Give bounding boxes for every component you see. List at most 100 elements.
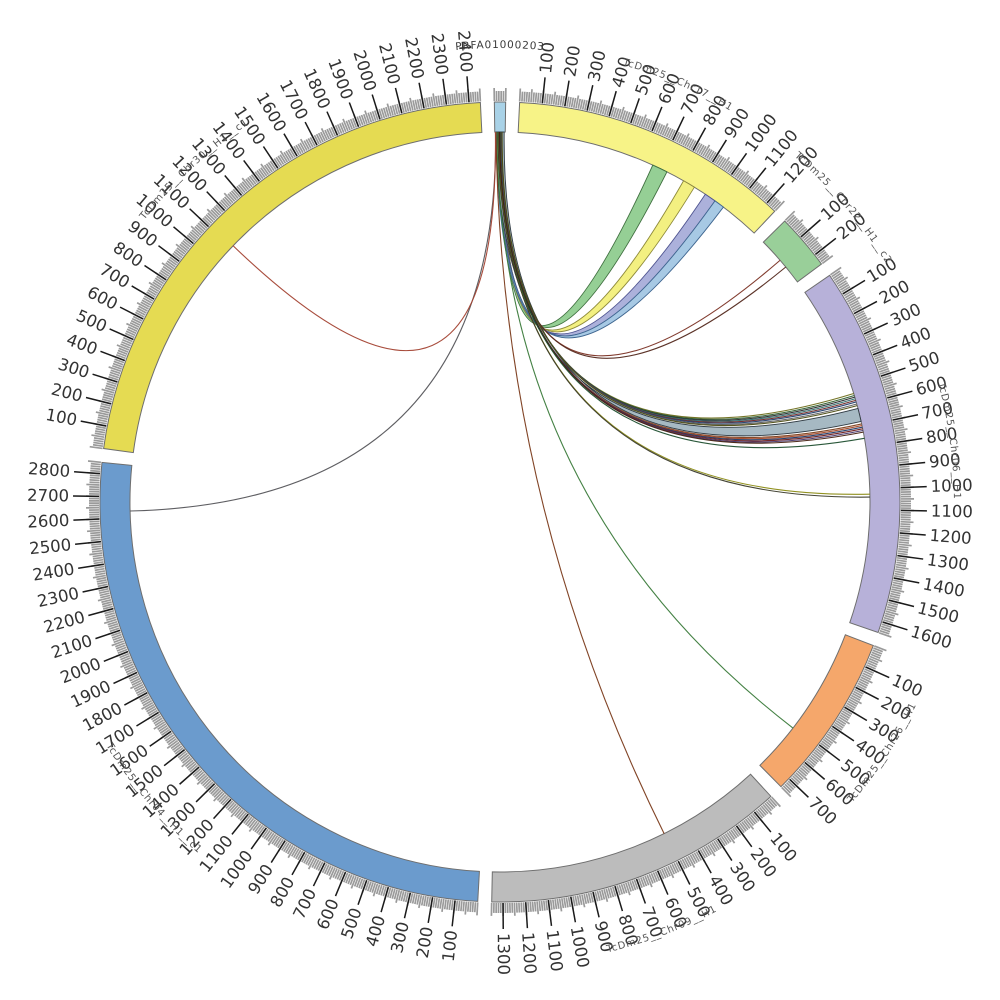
major-tick <box>630 98 640 124</box>
minor-tick <box>92 443 104 448</box>
minor-tick <box>565 897 569 908</box>
minor-tick <box>372 883 379 897</box>
minor-tick <box>358 878 364 889</box>
minor-tick <box>299 142 306 153</box>
minor-tick <box>746 817 755 827</box>
minor-tick <box>142 699 153 707</box>
minor-tick <box>412 100 416 111</box>
minor-tick <box>435 95 439 107</box>
minor-tick <box>899 536 910 540</box>
minor-tick <box>663 126 670 137</box>
minor-tick <box>646 874 653 888</box>
minor-tick <box>100 594 111 599</box>
major-tick <box>818 744 841 762</box>
minor-tick <box>95 425 106 430</box>
minor-tick <box>167 258 178 266</box>
minor-tick <box>200 776 209 785</box>
minor-tick <box>875 359 886 365</box>
minor-tick <box>364 880 370 891</box>
minor-tick <box>525 91 528 102</box>
minor-tick <box>644 118 651 129</box>
major-tick <box>892 414 919 421</box>
minor-tick <box>771 199 780 209</box>
minor-tick <box>132 315 143 322</box>
minor-tick <box>120 661 133 669</box>
minor-tick <box>741 174 750 184</box>
minor-tick <box>136 301 149 310</box>
minor-tick <box>897 449 908 453</box>
minor-tick <box>305 855 312 865</box>
minor-tick <box>898 456 909 460</box>
minor-tick <box>283 842 290 852</box>
minor-tick <box>790 777 800 786</box>
minor-tick <box>434 897 438 909</box>
minor-tick <box>165 734 175 742</box>
major-tick <box>262 146 279 169</box>
tick-label: 2300 <box>427 32 451 76</box>
minor-tick <box>92 556 103 560</box>
minor-tick <box>171 743 181 751</box>
minor-tick <box>860 676 873 684</box>
minor-tick <box>93 561 104 565</box>
minor-tick <box>194 769 203 778</box>
minor-tick <box>894 570 905 574</box>
minor-tick <box>848 698 859 705</box>
minor-tick <box>261 828 269 838</box>
major-tick <box>75 540 102 546</box>
minor-tick <box>208 784 217 793</box>
minor-tick <box>113 638 124 644</box>
minor-tick <box>131 679 142 686</box>
minor-tick <box>179 243 189 252</box>
minor-tick <box>865 333 876 339</box>
minor-tick <box>385 106 390 117</box>
minor-tick <box>890 408 901 413</box>
minor-tick <box>880 625 892 631</box>
minor-tick <box>812 243 821 252</box>
minor-tick <box>134 311 145 318</box>
minor-tick <box>578 894 583 905</box>
minor-tick <box>634 114 640 125</box>
tick-label: 2300 <box>36 584 81 611</box>
minor-tick <box>277 838 284 849</box>
minor-tick <box>141 299 152 306</box>
minor-tick <box>378 884 383 895</box>
tick-label: 1300 <box>494 933 513 975</box>
minor-tick <box>235 809 244 819</box>
minor-tick <box>254 823 262 833</box>
minor-tick <box>174 249 184 257</box>
minor-tick <box>293 145 300 156</box>
minor-tick <box>455 90 459 104</box>
minor-tick <box>740 170 750 182</box>
minor-tick <box>267 833 277 846</box>
minor-tick <box>411 893 416 904</box>
minor-tick <box>109 371 120 377</box>
minor-tick <box>371 110 377 122</box>
minor-tick <box>202 778 211 787</box>
minor-tick <box>116 344 130 351</box>
chromosome-band-PRFA01000203 <box>493 101 507 133</box>
minor-tick <box>328 867 336 880</box>
minor-tick <box>533 901 537 912</box>
minor-tick <box>539 92 542 104</box>
minor-tick <box>161 262 174 272</box>
minor-tick <box>595 102 600 113</box>
minor-tick <box>156 275 166 283</box>
minor-tick <box>723 160 731 170</box>
minor-tick <box>135 687 146 695</box>
minor-tick <box>98 587 109 592</box>
minor-tick <box>798 227 808 236</box>
minor-tick <box>273 836 281 846</box>
major-tick <box>173 226 194 245</box>
minor-tick <box>563 897 567 908</box>
minor-tick <box>863 670 874 677</box>
minor-tick <box>611 886 617 897</box>
minor-tick <box>570 97 575 108</box>
minor-tick <box>649 120 655 131</box>
minor-tick <box>154 277 165 285</box>
minor-tick <box>890 410 902 415</box>
minor-tick <box>609 887 615 898</box>
minor-tick <box>529 901 532 912</box>
minor-tick <box>895 568 906 572</box>
minor-tick <box>227 193 236 202</box>
minor-tick <box>792 219 804 230</box>
